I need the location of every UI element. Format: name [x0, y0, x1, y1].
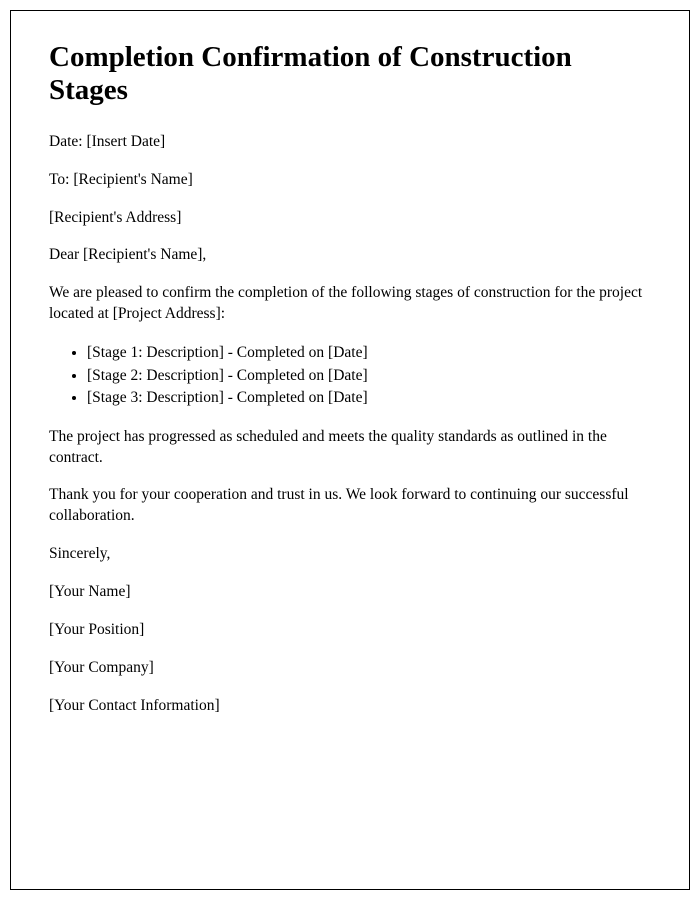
intro-paragraph: We are pleased to confirm the completion… [49, 283, 651, 325]
list-item: [Stage 1: Description] - Completed on [D… [87, 342, 651, 364]
document-container: Completion Confirmation of Construction … [10, 10, 690, 890]
signature-company: [Your Company] [49, 658, 651, 679]
thanks-paragraph: Thank you for your cooperation and trust… [49, 485, 651, 527]
to-line: To: [Recipient's Name] [49, 170, 651, 191]
date-line: Date: [Insert Date] [49, 132, 651, 153]
signature-name: [Your Name] [49, 582, 651, 603]
closing: Sincerely, [49, 544, 651, 565]
progress-note: The project has progressed as scheduled … [49, 427, 651, 469]
stages-list: [Stage 1: Description] - Completed on [D… [87, 342, 651, 409]
signature-contact: [Your Contact Information] [49, 696, 651, 717]
signature-position: [Your Position] [49, 620, 651, 641]
list-item: [Stage 3: Description] - Completed on [D… [87, 387, 651, 409]
list-item: [Stage 2: Description] - Completed on [D… [87, 365, 651, 387]
document-title: Completion Confirmation of Construction … [49, 41, 651, 108]
salutation: Dear [Recipient's Name], [49, 245, 651, 266]
address-line: [Recipient's Address] [49, 208, 651, 229]
